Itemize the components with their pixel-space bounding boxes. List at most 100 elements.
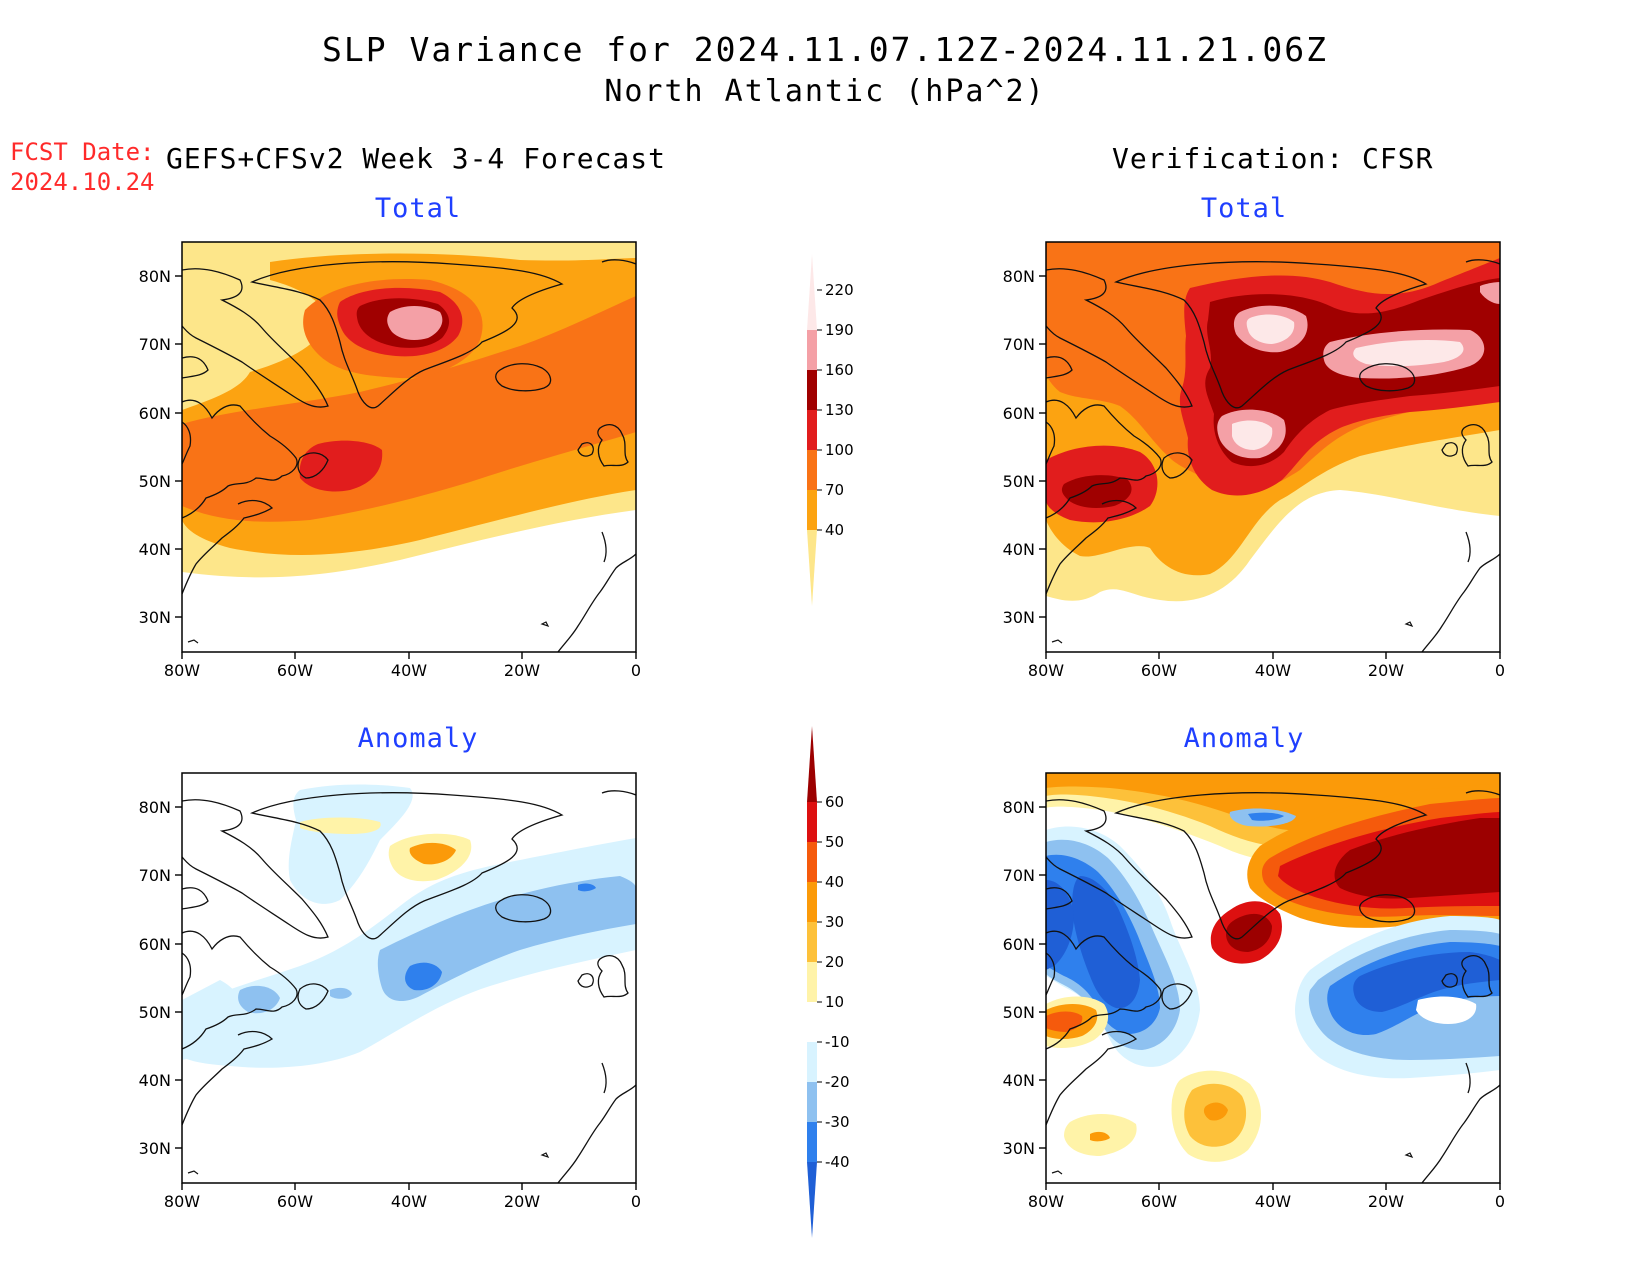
verification-total-map: [1038, 241, 1501, 660]
verification-anomaly-lat-labels: 80N 70N 60N 50N 40N 30N: [1003, 798, 1035, 1158]
main-title: SLP Variance for 2024.11.07.12Z-2024.11.…: [322, 30, 1328, 69]
colorbar-segment: [807, 450, 817, 490]
lat-label-60n: 60N: [139, 935, 171, 954]
lat-label-30n: 30N: [1003, 1139, 1035, 1158]
forecast-total-lat-labels: 80N 70N 60N 50N 40N 30N: [139, 267, 171, 627]
lat-label-80n: 80N: [1003, 267, 1035, 286]
lon-label-40w: 40W: [1255, 1192, 1291, 1211]
lat-label-30n: 30N: [139, 1139, 171, 1158]
colorbar-segment: [807, 962, 817, 1002]
colorbar-label: 70: [825, 481, 844, 499]
lat-label-40n: 40N: [1003, 540, 1035, 559]
lat-label-30n: 30N: [139, 608, 171, 627]
colorbar-segment: [807, 1162, 817, 1238]
colorbar-label: 220: [825, 281, 854, 299]
colorbar-label: 60: [825, 793, 844, 811]
lon-label-60w: 60W: [277, 1192, 313, 1211]
lon-label-80w: 80W: [164, 661, 200, 680]
colorbar-segment: [807, 1042, 817, 1082]
colorbar-label: -40: [825, 1153, 850, 1171]
colorbar-segment: [807, 802, 817, 842]
lon-label-20w: 20W: [504, 661, 540, 680]
forecast-anomaly-lat-labels: 80N 70N 60N 50N 40N 30N: [139, 798, 171, 1158]
colorbar-label: -30: [825, 1113, 850, 1131]
verification-anomaly-label: Anomaly: [1183, 723, 1305, 754]
verification-total-lon-labels: 80W 60W 40W 20W 0: [1028, 661, 1505, 680]
colorbar-segment: [807, 842, 817, 882]
fcst-date-label: FCST Date:: [10, 138, 155, 166]
colorbar-label: 10: [825, 993, 844, 1011]
colorbar-segment: [807, 254, 817, 330]
anomaly-colorbar: -40 -30 -20 -10 10 20 30 40 50 60: [807, 726, 850, 1238]
colorbar-segment: [807, 1082, 817, 1122]
verification-total-lat-labels: 80N 70N 60N 50N 40N 30N: [1003, 267, 1035, 627]
colorbar-label: 40: [825, 873, 844, 891]
lon-label-60w: 60W: [1141, 661, 1177, 680]
colorbar-segment: [807, 490, 817, 530]
colorbar-label: 20: [825, 953, 844, 971]
colorbar-segment: [807, 1002, 817, 1042]
colorbar-segment: [807, 882, 817, 922]
lon-label-40w: 40W: [1255, 661, 1291, 680]
total-colorbar: 40 70 100 130 160 190 220: [807, 254, 854, 606]
lat-label-50n: 50N: [139, 1003, 171, 1022]
forecast-total-lon-labels: 80W 60W 40W 20W 0: [164, 661, 641, 680]
region-subtitle: North Atlantic (hPa^2): [604, 74, 1046, 109]
lon-label-0: 0: [1495, 1192, 1505, 1211]
forecast-total-label: Total: [374, 193, 462, 224]
lat-label-80n: 80N: [1003, 798, 1035, 817]
colorbar-segment: [807, 922, 817, 962]
lat-label-50n: 50N: [1003, 1003, 1035, 1022]
colorbar-segment: [807, 370, 817, 410]
colorbar-label: 130: [825, 401, 854, 419]
colorbar-segment: [807, 530, 817, 606]
colorbar-label: 190: [825, 321, 854, 339]
colorbar-segment: [807, 410, 817, 450]
lon-label-60w: 60W: [277, 661, 313, 680]
colorbar-label: 100: [825, 441, 854, 459]
lat-label-40n: 40N: [139, 1071, 171, 1090]
forecast-total-map: [174, 241, 637, 660]
verification-anomaly-lon-labels: 80W 60W 40W 20W 0: [1028, 1192, 1505, 1211]
lat-label-40n: 40N: [139, 540, 171, 559]
lon-label-20w: 20W: [504, 1192, 540, 1211]
lon-label-0: 0: [631, 661, 641, 680]
colorbar-label: 40: [825, 521, 844, 539]
lat-label-70n: 70N: [139, 866, 171, 885]
lat-label-80n: 80N: [139, 267, 171, 286]
colorbar-segment: [807, 726, 817, 802]
fcst-date-value: 2024.10.24: [10, 168, 155, 196]
lon-label-20w: 20W: [1368, 1192, 1404, 1211]
lat-label-70n: 70N: [139, 335, 171, 354]
lat-label-50n: 50N: [139, 472, 171, 491]
forecast-anomaly-label: Anomaly: [357, 723, 479, 754]
lat-label-80n: 80N: [139, 798, 171, 817]
colorbar-label: -10: [825, 1033, 850, 1051]
colorbar-label: -20: [825, 1073, 850, 1091]
lon-label-40w: 40W: [391, 661, 427, 680]
fcst-date: FCST Date: 2024.10.24: [10, 137, 155, 197]
colorbar-segment: [807, 1122, 817, 1162]
lon-label-80w: 80W: [1028, 1192, 1064, 1211]
lon-label-0: 0: [631, 1192, 641, 1211]
lon-label-80w: 80W: [164, 1192, 200, 1211]
lat-label-50n: 50N: [1003, 472, 1035, 491]
colorbar-segment: [807, 330, 817, 370]
lat-label-30n: 30N: [1003, 608, 1035, 627]
forecast-anomaly-map: [174, 772, 637, 1191]
lat-label-60n: 60N: [139, 404, 171, 423]
lat-label-60n: 60N: [1003, 935, 1035, 954]
colorbar-label: 160: [825, 361, 854, 379]
lon-label-80w: 80W: [1028, 661, 1064, 680]
lat-label-70n: 70N: [1003, 335, 1035, 354]
verification-anomaly-map: [1038, 772, 1501, 1191]
lon-label-40w: 40W: [391, 1192, 427, 1211]
colorbar-label: 50: [825, 833, 844, 851]
lat-label-60n: 60N: [1003, 404, 1035, 423]
lon-label-20w: 20W: [1368, 661, 1404, 680]
verification-total-label: Total: [1200, 193, 1288, 224]
verification-heading: Verification: CFSR: [1112, 142, 1434, 175]
lat-label-70n: 70N: [1003, 866, 1035, 885]
lat-label-40n: 40N: [1003, 1071, 1035, 1090]
